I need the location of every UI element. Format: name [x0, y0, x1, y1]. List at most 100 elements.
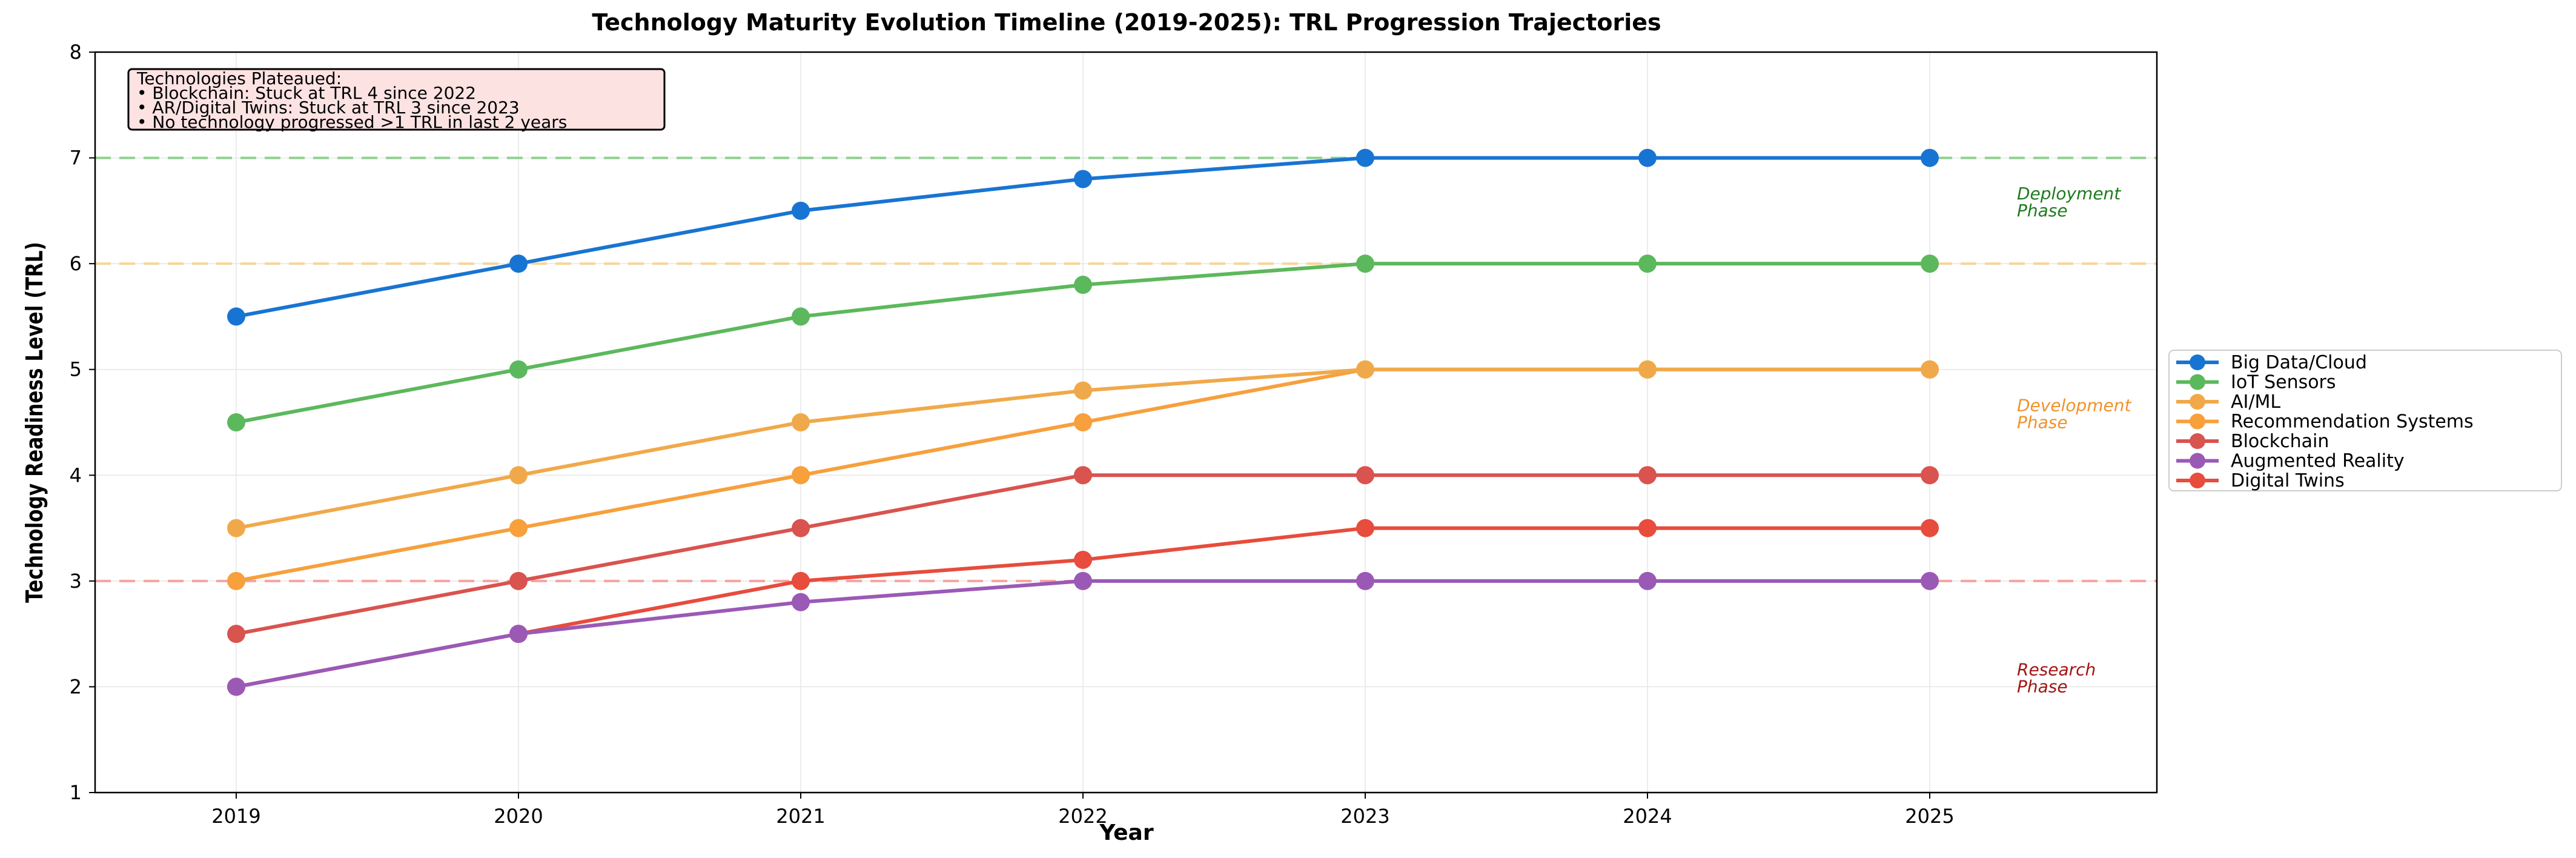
legend-item: Augmented Reality	[2176, 451, 2405, 472]
annotation-background	[127, 68, 666, 131]
legend-frame	[2168, 350, 2562, 491]
data-point	[1638, 148, 1657, 167]
data-point	[227, 413, 245, 431]
y-tick-label: 3	[70, 570, 82, 593]
data-point	[227, 625, 245, 644]
data-point	[1074, 276, 1092, 294]
series-big-data-cloud	[227, 148, 1939, 326]
data-point	[1638, 571, 1657, 590]
series-ai-ml	[227, 360, 1939, 537]
y-axis-label: Technology Readiness Level (TRL)	[22, 242, 48, 603]
data-point	[509, 466, 528, 485]
annotation-line: • AR/Digital Twins: Stuck at TRL 3 since…	[137, 98, 520, 118]
legend-label: Recommendation Systems	[2231, 411, 2474, 433]
data-point	[792, 466, 810, 485]
legend-swatch-marker	[2190, 394, 2205, 410]
data-point	[792, 593, 810, 611]
annotation-line: • No technology progressed >1 TRL in las…	[137, 112, 567, 132]
phase-labels: DeploymentPhaseDevelopmentPhaseResearchP…	[2017, 184, 2132, 697]
y-tick-label: 5	[70, 358, 82, 381]
data-point	[1638, 360, 1657, 379]
data-point	[1074, 381, 1092, 400]
y-tick-label: 7	[70, 147, 82, 170]
legend-label: Augmented Reality	[2231, 451, 2405, 472]
plot-frame	[94, 51, 2158, 794]
legend-swatch-marker	[2190, 374, 2205, 390]
chart-title: Technology Maturity Evolution Timeline (…	[592, 9, 1661, 36]
data-point	[1074, 466, 1092, 485]
x-tick-label: 2023	[1340, 805, 1389, 828]
legend-swatch-marker	[2190, 413, 2205, 430]
x-axis-label: Year	[1099, 820, 1153, 845]
phase-label: Research	[2017, 660, 2096, 680]
legend-item: Blockchain	[2176, 431, 2329, 452]
data-point	[1356, 519, 1374, 537]
legend-label: AI/ML	[2231, 391, 2280, 413]
data-point	[1921, 571, 1939, 590]
series-iot-sensors	[227, 254, 1939, 431]
data-point	[1921, 254, 1939, 273]
data-point	[792, 571, 810, 590]
data-point	[1074, 571, 1092, 590]
data-point	[1638, 519, 1657, 537]
annotation-line: • Blockchain: Stuck at TRL 4 since 2022	[137, 83, 476, 103]
legend-swatch-marker	[2190, 433, 2205, 449]
data-point	[1074, 170, 1092, 188]
data-point	[1356, 571, 1374, 590]
y-tick-label: 4	[70, 464, 82, 487]
data-point	[509, 625, 528, 644]
x-axis: 2019 2020 2021 2022 2023 2024 2025	[211, 793, 1955, 828]
data-point	[1074, 550, 1092, 569]
y-tick-label: 8	[70, 41, 82, 64]
data-point	[509, 519, 528, 537]
x-tick-label: 2021	[776, 805, 825, 828]
data-point	[1356, 466, 1374, 485]
data-point	[1921, 519, 1939, 537]
x-tick-label: 2019	[211, 805, 260, 828]
legend-label: Big Data/Cloud	[2231, 352, 2367, 373]
y-tick-label: 2	[70, 675, 82, 698]
legend-item: IoT Sensors	[2176, 372, 2336, 393]
data-point	[792, 413, 810, 431]
y-axis: 1 2 3 4 5 6 7 8	[70, 41, 95, 804]
data-point	[1921, 466, 1939, 485]
series-layer	[227, 148, 1939, 696]
data-point	[1921, 360, 1939, 379]
legend-item: Digital Twins	[2176, 470, 2345, 491]
legend-swatch-marker	[2190, 354, 2205, 370]
legend-swatch-marker	[2190, 473, 2205, 488]
y-tick-label: 6	[70, 252, 82, 275]
data-point	[1356, 360, 1374, 379]
x-tick-label: 2025	[1905, 805, 1954, 828]
phase-label: Phase	[2017, 677, 2068, 697]
phase-label: Deployment	[2017, 184, 2121, 204]
legend-label: Blockchain	[2231, 431, 2329, 452]
data-point	[1921, 148, 1939, 167]
data-point	[227, 307, 245, 326]
data-point	[792, 201, 810, 220]
legend-label: Digital Twins	[2231, 470, 2345, 491]
legend-item: AI/ML	[2176, 391, 2280, 413]
data-point	[227, 677, 245, 696]
phase-label: Phase	[2017, 412, 2068, 432]
y-tick-label: 1	[70, 781, 82, 804]
x-tick-label: 2020	[494, 805, 543, 828]
data-point	[509, 571, 528, 590]
legend-swatch-marker	[2190, 453, 2205, 469]
data-point	[227, 519, 245, 537]
data-point	[1638, 466, 1657, 485]
phase-label: Phase	[2017, 201, 2068, 221]
legend-item: Big Data/Cloud	[2176, 352, 2367, 373]
x-tick-label: 2024	[1623, 805, 1672, 828]
series-blockchain	[227, 466, 1939, 644]
data-point	[1356, 254, 1374, 273]
legend-item: Recommendation Systems	[2176, 411, 2474, 433]
series-augmented-reality	[227, 571, 1939, 696]
plateau-annotation: Technologies Plateaued: • Blockchain: St…	[127, 68, 666, 132]
data-point	[1638, 254, 1657, 273]
annotation-line: Technologies Plateaued:	[136, 68, 342, 88]
data-point	[1356, 148, 1374, 167]
